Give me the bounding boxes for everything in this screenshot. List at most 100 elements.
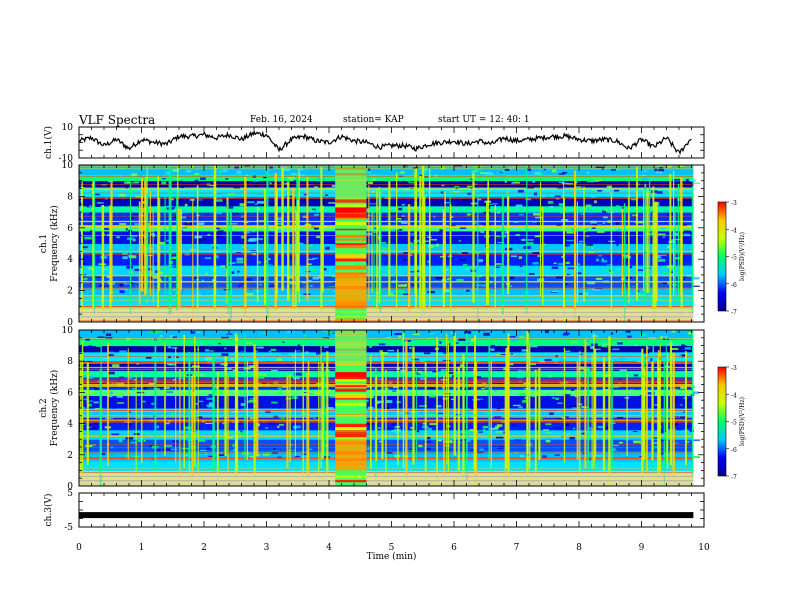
spectrogram-speckle [626, 433, 634, 435]
y-tick-label: 10 [62, 123, 74, 133]
spectrogram-speckle [244, 278, 252, 281]
spectrogram-speckle [199, 455, 203, 458]
spectrogram-speckle [172, 169, 179, 172]
spectrogram-speckle [88, 403, 92, 407]
spectrogram-speckle [420, 360, 425, 363]
spectrogram-speckle [396, 429, 401, 432]
spectrogram-speckle [554, 427, 562, 429]
spectrogram-speckle [500, 171, 503, 173]
spectrogram-speckle [296, 415, 300, 418]
spectrogram-speckle [561, 195, 565, 199]
spectrogram-speckle [590, 346, 594, 350]
spectrogram-speckle [563, 415, 569, 418]
spectrogram-speckle [163, 387, 170, 389]
spectrogram-speckle [117, 379, 121, 383]
spectrogram-speckle [601, 166, 604, 170]
spectrogram-speckle [563, 332, 570, 335]
spectrogram-speckle [82, 275, 85, 277]
spectrogram-speckle [486, 392, 490, 396]
spectrogram-speckle [553, 354, 560, 356]
spectrogram-speckle [512, 424, 516, 426]
burst-stripe [335, 434, 367, 438]
spectrogram-speckle [235, 334, 240, 336]
spectrogram-speckle [116, 395, 123, 398]
spectrogram-speckle [201, 279, 204, 282]
spectrogram-speckle [408, 242, 413, 244]
spectrogram-speckle [585, 204, 592, 207]
spectrogram-speckle [316, 235, 321, 239]
spectrogram-speckle [401, 194, 407, 196]
spectrogram-speckle [93, 401, 99, 404]
spectrogram-speckle [84, 236, 92, 240]
spectrogram-speckle [276, 209, 281, 211]
spectrogram-speckle [309, 284, 313, 288]
spectrogram-speckle [679, 354, 682, 358]
spectrogram-speckle [532, 213, 541, 216]
spectrogram-speckle [198, 342, 202, 345]
spectrogram-speckle [94, 193, 100, 196]
spectrogram-speckle [490, 344, 496, 348]
spectrogram-speckle [691, 277, 700, 280]
spectrogram-speckle [661, 227, 666, 230]
spectrogram-speckle [251, 172, 259, 175]
spectrogram-speckle [539, 361, 546, 363]
spectrogram-speckle [526, 185, 535, 189]
spectrogram-speckle [486, 203, 493, 206]
spectrogram-speckle [426, 360, 432, 362]
spectrogram-speckle [521, 349, 529, 352]
spectrogram-speckle [495, 436, 504, 439]
spectrogram-speckle [300, 392, 308, 396]
spectrogram-speckle [394, 428, 399, 432]
spectrogram-speckle [622, 212, 626, 215]
spectrogram-speckle [458, 337, 466, 341]
spectrogram-speckle [389, 229, 397, 231]
spectrogram-speckle [134, 268, 142, 272]
spectrogram-speckle [642, 177, 649, 181]
spectrogram-speckle [112, 407, 115, 409]
spectrogram-speckle [565, 423, 570, 427]
spectrogram-speckle [470, 407, 474, 410]
spectrogram-speckle [632, 431, 638, 433]
spectrogram-speckle [675, 389, 680, 391]
spectrogram-speckle [126, 265, 133, 269]
spectrogram-speckle [474, 376, 482, 379]
spectrogram-speckle [440, 378, 449, 381]
spectrogram-speckle [563, 402, 572, 405]
spectrogram-speckle [517, 270, 526, 273]
spectrogram-band [79, 306, 694, 317]
spectrogram-speckle [90, 444, 96, 446]
spectrogram-speckle [239, 203, 246, 207]
spectrogram-speckle [268, 251, 276, 254]
x-tick-label: 7 [514, 543, 520, 553]
spectrogram-speckle [396, 412, 403, 415]
spectrogram-speckle [305, 244, 314, 248]
spectrogram-speckle [594, 180, 599, 182]
spectrogram-band [79, 180, 694, 188]
spectrogram-speckle [565, 261, 570, 264]
spectrogram-speckle [532, 262, 539, 265]
spectrogram-speckle [495, 263, 502, 265]
spectrogram-speckle [692, 456, 700, 459]
spectrogram-speckle [111, 382, 114, 384]
spectrogram-speckle [479, 172, 487, 174]
spectrogram-speckle [273, 447, 276, 451]
spectrogram-speckle [579, 293, 583, 295]
spectrogram-speckle [692, 182, 701, 184]
spectrogram-speckle [663, 209, 669, 213]
spectrogram-speckle [192, 339, 200, 342]
spectrogram-speckle [372, 230, 378, 233]
spectrogram-speckle [172, 256, 178, 258]
spectrogram-speckle [286, 190, 293, 193]
spectrogram-speckle [175, 180, 183, 183]
spectrogram-speckle [277, 387, 282, 390]
spectrogram-speckle [104, 268, 109, 270]
spectrogram-speckle [255, 194, 263, 196]
burst-stripe [335, 214, 367, 218]
spectrogram-speckle [254, 203, 258, 205]
spectrogram-speckle [247, 239, 256, 242]
spectrogram-speckle [277, 425, 280, 429]
spectrogram-speckle [136, 391, 145, 394]
spectrogram-speckle [322, 330, 327, 332]
spectrogram-speckle [497, 351, 501, 354]
